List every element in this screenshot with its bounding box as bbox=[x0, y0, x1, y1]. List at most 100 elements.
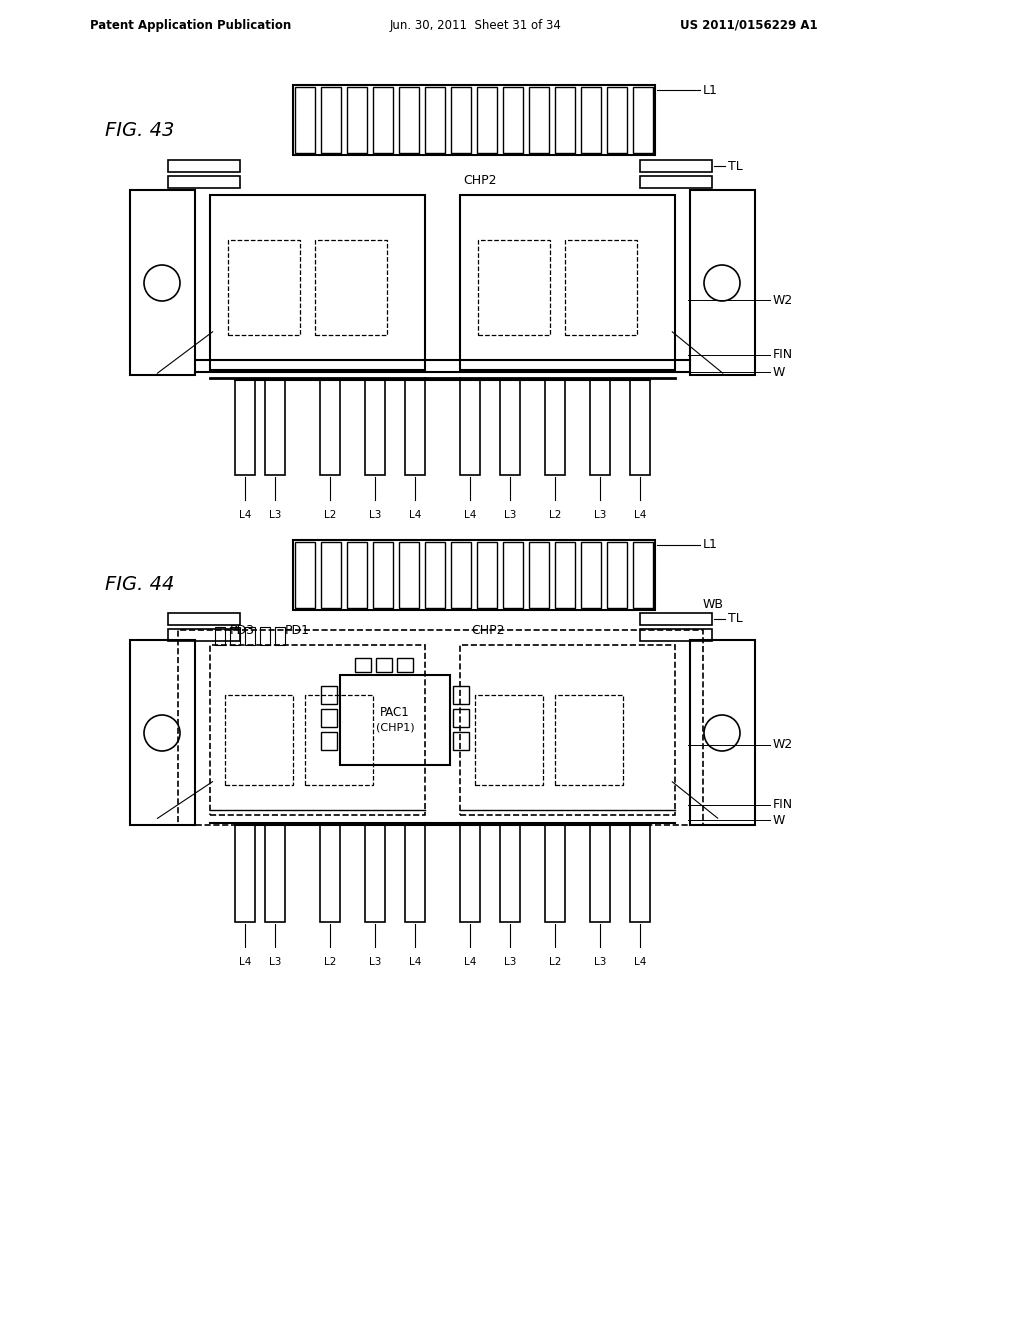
Bar bbox=[321, 709, 337, 727]
Bar bbox=[321, 87, 341, 153]
Text: FIN: FIN bbox=[773, 799, 794, 812]
Bar bbox=[178, 630, 703, 825]
Bar bbox=[168, 612, 240, 624]
Bar bbox=[503, 543, 523, 609]
Bar bbox=[460, 825, 480, 921]
Bar bbox=[373, 543, 393, 609]
Text: L3: L3 bbox=[269, 510, 282, 520]
Text: Patent Application Publication: Patent Application Publication bbox=[90, 18, 291, 32]
Bar bbox=[321, 733, 337, 750]
Bar bbox=[425, 543, 445, 609]
Text: L3: L3 bbox=[269, 957, 282, 968]
Bar bbox=[347, 543, 367, 609]
Bar bbox=[130, 190, 195, 375]
Text: WB: WB bbox=[703, 598, 724, 611]
Bar bbox=[130, 640, 195, 825]
Bar bbox=[265, 825, 285, 921]
Bar bbox=[210, 195, 425, 370]
Bar bbox=[607, 543, 627, 609]
Bar bbox=[355, 657, 371, 672]
Bar bbox=[460, 195, 675, 370]
Bar bbox=[500, 380, 520, 475]
Text: L4: L4 bbox=[464, 510, 476, 520]
Bar bbox=[293, 540, 655, 610]
Text: CHP2: CHP2 bbox=[471, 623, 505, 636]
Bar bbox=[529, 87, 549, 153]
Bar bbox=[640, 176, 712, 187]
Bar bbox=[293, 84, 655, 154]
Bar bbox=[315, 240, 387, 335]
Bar bbox=[321, 543, 341, 609]
Text: L3: L3 bbox=[369, 957, 381, 968]
Bar bbox=[228, 240, 300, 335]
Bar bbox=[503, 87, 523, 153]
Text: L4: L4 bbox=[239, 957, 251, 968]
Text: L3: L3 bbox=[369, 510, 381, 520]
Text: PD1: PD1 bbox=[285, 623, 310, 636]
Bar bbox=[168, 160, 240, 172]
Bar bbox=[565, 240, 637, 335]
Text: L3: L3 bbox=[594, 510, 606, 520]
Bar bbox=[234, 825, 255, 921]
Text: US 2011/0156229 A1: US 2011/0156229 A1 bbox=[680, 18, 817, 32]
Bar bbox=[275, 627, 285, 645]
Text: L2: L2 bbox=[549, 510, 561, 520]
Bar bbox=[451, 543, 471, 609]
Bar bbox=[555, 543, 575, 609]
Bar bbox=[453, 709, 469, 727]
Bar bbox=[590, 380, 610, 475]
Bar bbox=[630, 380, 650, 475]
Bar bbox=[581, 543, 601, 609]
Bar bbox=[260, 627, 270, 645]
Bar bbox=[478, 240, 550, 335]
Text: (CHP1): (CHP1) bbox=[376, 723, 415, 733]
Bar bbox=[581, 87, 601, 153]
Text: L1: L1 bbox=[703, 539, 718, 552]
Bar bbox=[545, 380, 565, 475]
Bar bbox=[321, 686, 337, 704]
Bar bbox=[230, 627, 240, 645]
Text: W2: W2 bbox=[773, 293, 794, 306]
Bar bbox=[451, 87, 471, 153]
Text: L3: L3 bbox=[504, 510, 516, 520]
Text: L4: L4 bbox=[409, 957, 421, 968]
Bar bbox=[319, 380, 340, 475]
Bar bbox=[365, 825, 385, 921]
Bar bbox=[529, 543, 549, 609]
Text: Jun. 30, 2011  Sheet 31 of 34: Jun. 30, 2011 Sheet 31 of 34 bbox=[390, 18, 562, 32]
Bar bbox=[319, 825, 340, 921]
Text: L2: L2 bbox=[324, 957, 336, 968]
Text: FIG. 44: FIG. 44 bbox=[105, 576, 174, 594]
Bar bbox=[376, 657, 392, 672]
Bar bbox=[607, 87, 627, 153]
Bar bbox=[460, 380, 480, 475]
Bar bbox=[633, 87, 653, 153]
Bar bbox=[640, 160, 712, 172]
Text: L2: L2 bbox=[549, 957, 561, 968]
Bar bbox=[630, 825, 650, 921]
Bar bbox=[475, 696, 543, 785]
Bar bbox=[500, 825, 520, 921]
Text: TL: TL bbox=[728, 612, 742, 626]
Text: W2: W2 bbox=[773, 738, 794, 751]
Bar bbox=[555, 87, 575, 153]
Bar bbox=[397, 657, 413, 672]
Text: PD3: PD3 bbox=[230, 623, 255, 636]
Bar bbox=[425, 87, 445, 153]
Bar bbox=[295, 543, 315, 609]
Bar bbox=[373, 87, 393, 153]
Bar bbox=[305, 696, 373, 785]
Bar bbox=[225, 696, 293, 785]
Bar bbox=[477, 543, 497, 609]
Text: L1: L1 bbox=[703, 83, 718, 96]
Bar bbox=[168, 630, 240, 642]
Bar bbox=[295, 87, 315, 153]
Text: W: W bbox=[773, 813, 785, 826]
Text: L4: L4 bbox=[464, 957, 476, 968]
Bar bbox=[545, 825, 565, 921]
Text: TL: TL bbox=[728, 160, 742, 173]
Bar bbox=[265, 380, 285, 475]
Text: L4: L4 bbox=[239, 510, 251, 520]
Bar bbox=[399, 87, 419, 153]
Bar bbox=[460, 645, 675, 814]
